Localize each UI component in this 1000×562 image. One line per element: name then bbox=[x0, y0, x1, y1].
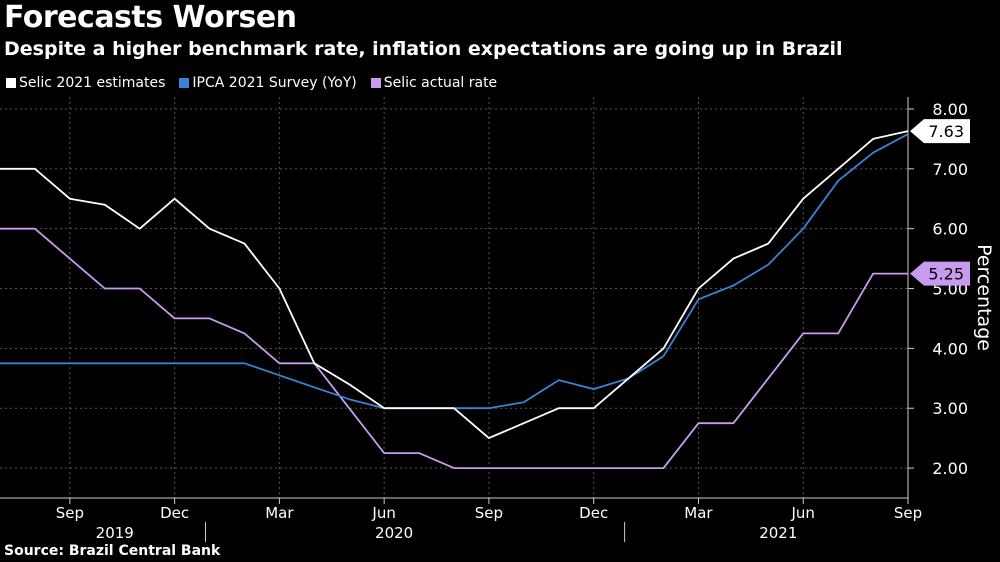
last-value-tag-bg bbox=[910, 261, 970, 286]
x-tick-label: Jun bbox=[371, 504, 395, 522]
source-note: Source: Brazil Central Bank bbox=[4, 543, 221, 559]
legend-swatch-selic-actual bbox=[370, 78, 381, 88]
legend-item-ipca-survey: IPCA 2021 Survey (YoY) bbox=[179, 75, 357, 91]
legend-swatch-selic-estimates bbox=[6, 78, 16, 88]
legend-item-selic-actual: Selic actual rate bbox=[370, 75, 498, 91]
y-tick-label: 4.00 bbox=[932, 339, 968, 358]
y-tick-label: 2.00 bbox=[932, 459, 968, 478]
x-year-label: 2021 bbox=[759, 524, 797, 542]
series-line-0 bbox=[0, 130, 909, 439]
chart-title: Forecasts Worsen bbox=[4, 0, 297, 35]
y-tick-label: 3.00 bbox=[932, 399, 968, 418]
x-tick-label: Sep bbox=[56, 504, 84, 522]
y-axis-title: Percentage bbox=[973, 244, 995, 351]
legend-swatch-ipca-survey bbox=[179, 78, 190, 88]
x-tick-label: Sep bbox=[475, 504, 503, 522]
legend-label-selic-estimates: Selic 2021 estimates bbox=[19, 75, 166, 91]
legend-item-selic-estimates: Selic 2021 estimates bbox=[6, 75, 165, 91]
x-tick-label: Mar bbox=[684, 504, 713, 522]
x-tick-label: Dec bbox=[160, 504, 189, 522]
last-value-tag-bg bbox=[910, 119, 970, 144]
x-tick-label: Mar bbox=[265, 504, 294, 522]
y-tick-label: 7.00 bbox=[932, 160, 968, 179]
last-value-tag-2: 5.25 bbox=[910, 261, 970, 286]
last-value-tag-0: 7.63 bbox=[910, 119, 970, 144]
legend-label-ipca-survey: IPCA 2021 Survey (YoY) bbox=[192, 75, 357, 91]
last-value-label: 5.25 bbox=[928, 265, 964, 284]
last-value-label: 7.63 bbox=[928, 122, 964, 141]
x-year-label: 2020 bbox=[375, 524, 413, 542]
chart-subtitle: Despite a higher benchmark rate, inflati… bbox=[4, 38, 843, 60]
x-tick-label: Jun bbox=[791, 504, 815, 522]
x-tick-label: Dec bbox=[579, 504, 608, 522]
series-line-1 bbox=[0, 133, 909, 410]
y-tick-label: 8.00 bbox=[932, 100, 968, 119]
legend: Selic 2021 estimates IPCA 2021 Survey (Y… bbox=[6, 75, 497, 91]
x-tick-label: Sep bbox=[894, 504, 922, 522]
y-tick-label: 6.00 bbox=[932, 220, 968, 239]
series-line-2 bbox=[0, 227, 908, 469]
x-year-label: 2019 bbox=[96, 524, 134, 542]
legend-label-selic-actual: Selic actual rate bbox=[383, 75, 498, 91]
